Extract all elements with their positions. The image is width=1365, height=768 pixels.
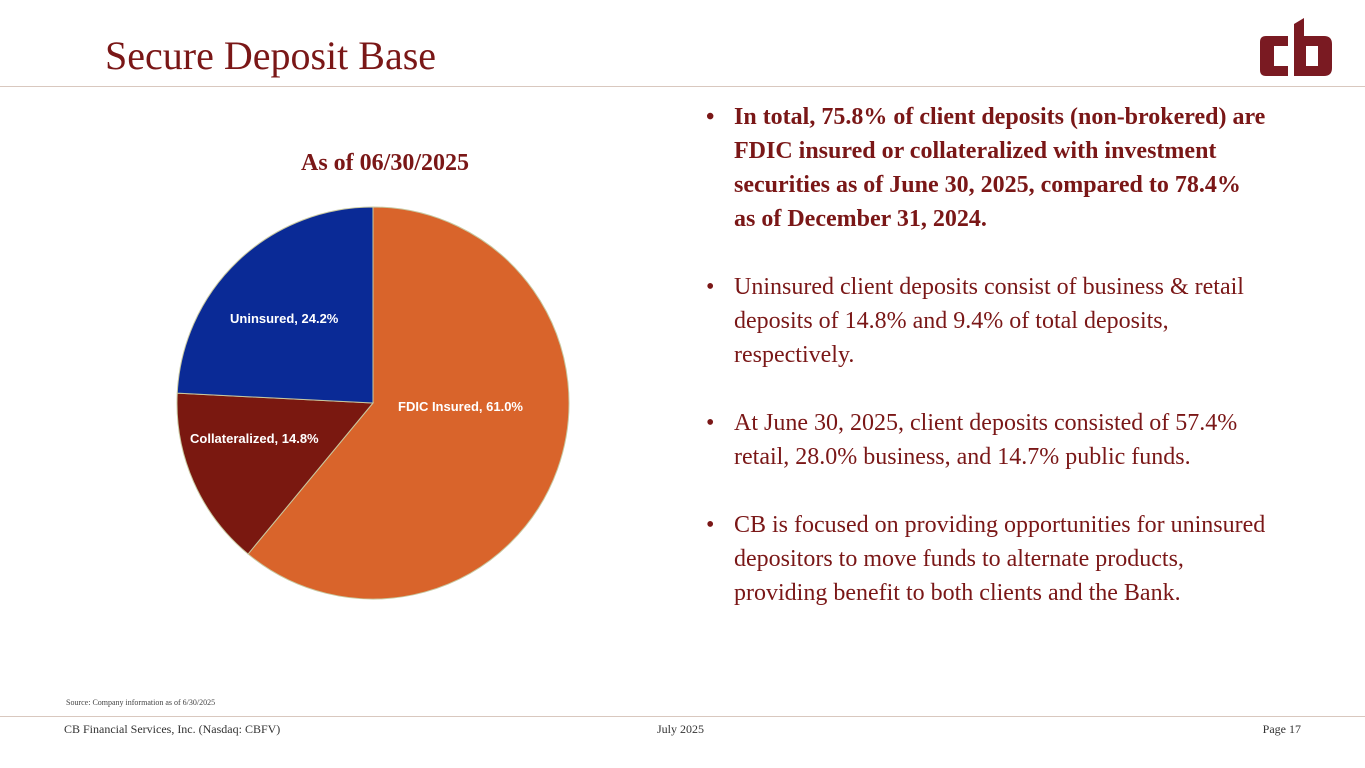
footer-company: CB Financial Services, Inc. (Nasdaq: CBF… — [64, 722, 281, 736]
footer-page-number: Page 17 — [1262, 722, 1301, 736]
pie-label-collateralized: Collateralized, 14.8% — [190, 431, 319, 446]
footer-date: July 2025 — [657, 722, 705, 736]
pie-slice-uninsured — [176, 206, 374, 404]
page-title: Secure Deposit Base — [105, 33, 437, 78]
bullet-dot: • — [706, 104, 715, 130]
source-note: Source: Company information as of 6/30/2… — [66, 698, 216, 707]
bullet-dot: • — [706, 410, 715, 436]
bullet-text: Uninsured client deposits consist of bus… — [734, 274, 1244, 368]
header-divider — [0, 86, 1365, 87]
bullet-dot: • — [706, 274, 715, 300]
bullet-dot: • — [706, 512, 715, 538]
bullet-item: • CB is focused on providing opportunitie… — [706, 508, 1266, 610]
pie-chart: FDIC Insured, 61.0% Collateralized, 14.8… — [176, 206, 570, 600]
chart-title: As of 06/30/2025 — [301, 150, 469, 176]
bullet-item: • Uninsured client deposits consist of bu… — [706, 270, 1266, 372]
pie-label-uninsured: Uninsured, 24.2% — [230, 311, 339, 326]
pie-slice-fdic-insured — [247, 206, 570, 600]
bullet-text: CB is focused on providing opportunities… — [734, 512, 1266, 606]
pie-label-fdic-insured: FDIC Insured, 61.0% — [398, 399, 523, 414]
footer-divider — [0, 716, 1365, 717]
bullet-list: • In total, 75.8% of client deposits (non… — [706, 100, 1266, 644]
bullet-text: At June 30, 2025, client deposits consis… — [734, 410, 1238, 470]
bullet-text: In total, 75.8% of client deposits (non-… — [734, 104, 1266, 232]
bullet-item: • At June 30, 2025, client deposits consi… — [706, 406, 1266, 474]
pie-slice-collateralized — [176, 392, 375, 555]
bullet-item: • In total, 75.8% of client deposits (non… — [706, 100, 1266, 236]
cb-logo-icon — [1260, 18, 1332, 76]
